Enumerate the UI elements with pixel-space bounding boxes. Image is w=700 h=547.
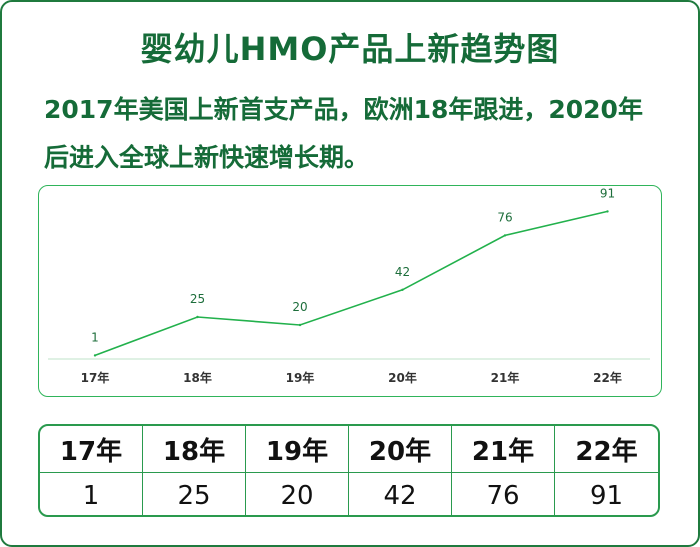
table-value-cell: 25	[143, 473, 246, 515]
data-label: 91	[600, 186, 615, 200]
table-header-cell: 19年	[246, 426, 349, 473]
data-point	[401, 288, 404, 291]
x-tick-label: 22年	[593, 370, 622, 385]
series-line	[94, 210, 608, 357]
table-header-cell: 18年	[143, 426, 246, 473]
table-value-cell: 20	[246, 473, 349, 515]
table-value-cell: 42	[349, 473, 452, 515]
x-tick-label: 20年	[388, 370, 417, 385]
data-point	[503, 234, 507, 237]
data-label: 42	[395, 265, 410, 279]
x-tick-label: 17年	[81, 370, 110, 385]
table-header-cell: 17年	[40, 426, 143, 473]
table-value-cell: 91	[589, 481, 624, 511]
data-table: 17年 18年 19年 20年 21年 22年 1 25 20 42 76 91	[38, 424, 660, 517]
table-header-cell: 22年	[555, 426, 658, 473]
table-value-cell: 1	[40, 473, 143, 515]
data-point	[196, 315, 199, 319]
x-tick-label: 21年	[491, 370, 520, 385]
subtitle: 2017年美国上新首支产品，欧洲18年跟进，2020年后进入全球上新快速增长期。	[44, 95, 643, 172]
table-header-cell: 20年	[349, 426, 452, 473]
data-point	[93, 354, 97, 357]
line-chart: 1 17年 25 18年 20 19年 42 20年 76 21年 91 22年	[48, 186, 650, 385]
page-title: 婴幼儿HMO产品上新趋势图	[140, 30, 560, 68]
table-header-cell: 21年	[452, 426, 555, 473]
data-label: 25	[190, 292, 205, 306]
chart-panel	[38, 185, 662, 397]
x-tick-label: 18年	[183, 370, 212, 385]
table-value-cell: 76	[452, 473, 555, 515]
data-label: 1	[91, 330, 99, 344]
data-label: 20	[292, 300, 307, 314]
data-point	[298, 323, 302, 327]
data-label: 76	[497, 210, 512, 224]
data-point	[606, 210, 609, 213]
x-tick-label: 19年	[286, 370, 315, 385]
